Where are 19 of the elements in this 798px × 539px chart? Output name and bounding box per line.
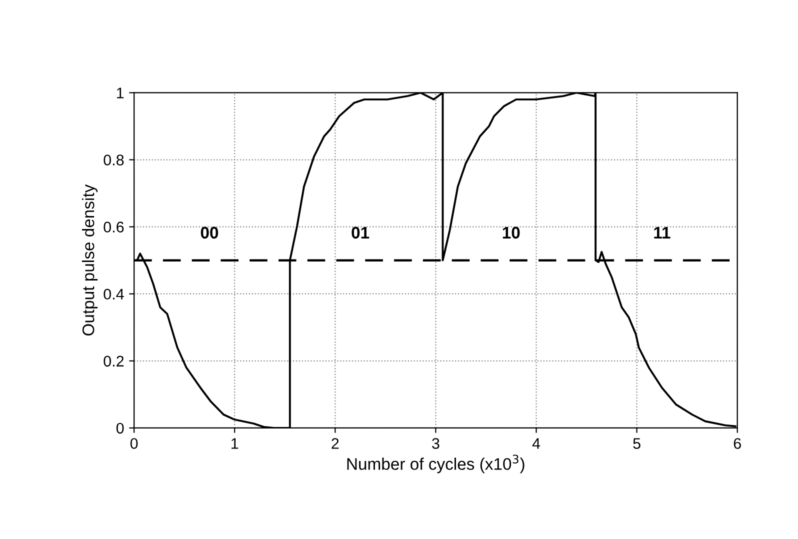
x-tick-label: 0 [130, 438, 138, 449]
x-tick-label: 6 [734, 438, 741, 449]
x-axis-title: Number of cycles (x10$^{3}$) [347, 454, 524, 474]
x-tick-label: 2 [332, 438, 339, 449]
y-tick-label: 0.2 [104, 356, 124, 367]
annotation: 01 [352, 226, 370, 239]
annotation: 00 [200, 226, 218, 239]
y-axis-title: Output pulse density [82, 184, 98, 336]
y-tick-label: 0.6 [104, 222, 124, 232]
annotation: 11 [654, 226, 670, 238]
x-tick-label: 5 [633, 438, 640, 449]
y-tick-label: 0.4 [104, 288, 124, 300]
y-tick-label: 0.8 [104, 154, 124, 166]
x-tick-label: 3 [432, 438, 440, 449]
y-tick-label: 1 [117, 88, 124, 98]
y-tick-label: 0 [116, 422, 124, 434]
x-tick-label: 1 [232, 438, 238, 449]
annotation: 10 [502, 226, 520, 239]
x-tick-label: 4 [532, 438, 540, 449]
